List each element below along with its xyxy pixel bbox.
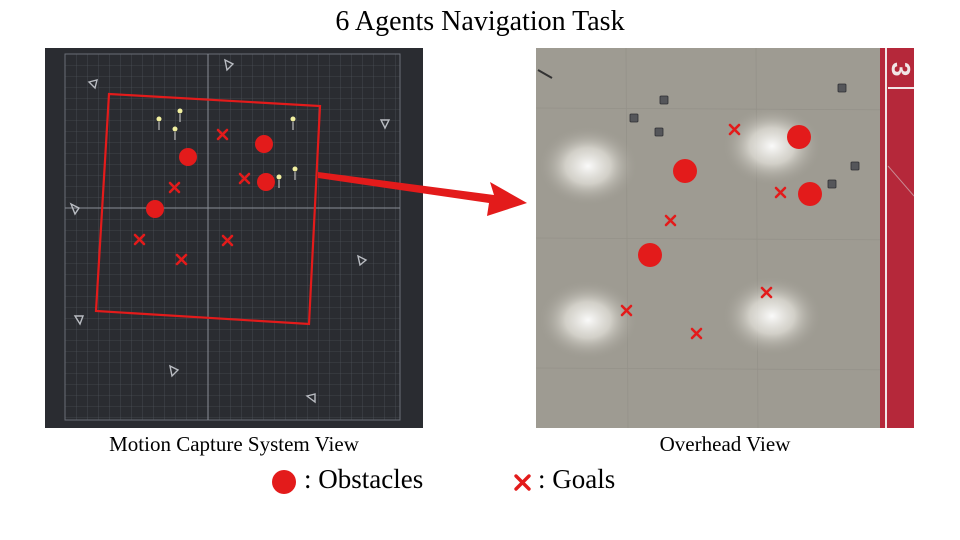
- agent-marker: [177, 108, 183, 122]
- light-reflection: [722, 106, 822, 186]
- goal-marker: [238, 172, 251, 185]
- goal-x-icon: [514, 473, 531, 491]
- legend-goals-label: : Goals: [538, 464, 616, 494]
- robot-agent: [827, 179, 837, 189]
- camera-icon: [73, 315, 85, 326]
- overhead-canvas: 3: [536, 48, 914, 428]
- agent-marker: [292, 166, 298, 180]
- light-reflection: [722, 276, 822, 356]
- goal-marker: [620, 304, 633, 317]
- agent-markers: [156, 108, 298, 188]
- goal-marker: [728, 123, 741, 136]
- legend-obstacles-label: : Obstacles: [304, 464, 424, 494]
- overhead-caption: Overhead View: [659, 432, 791, 456]
- obstacle-marker: [255, 135, 273, 153]
- light-reflection: [538, 126, 638, 206]
- robot-agent: [837, 83, 847, 93]
- floor-cable: [537, 69, 553, 79]
- obstacle-marker: [179, 148, 197, 166]
- camera-icon: [87, 79, 98, 90]
- obstacle-marker: [798, 182, 822, 206]
- tracking-area-outline: [94, 92, 322, 326]
- robot-agent: [850, 161, 860, 171]
- goal-marker: [664, 214, 677, 227]
- camera-icon: [169, 364, 180, 378]
- motion-capture-canvas: [64, 53, 401, 421]
- light-reflection: [538, 280, 638, 360]
- legend-obstacles: : Obstacles: [270, 464, 423, 495]
- robot-agent: [659, 95, 669, 105]
- agent-marker: [290, 116, 296, 130]
- agent-marker: [276, 174, 282, 188]
- goal-marker: [221, 234, 234, 247]
- goal-marker: [175, 253, 188, 266]
- figure-title: 6 Agents Navigation Task: [335, 6, 625, 37]
- camera-icon: [379, 119, 391, 130]
- goal-marker: [760, 286, 773, 299]
- goal-marker: [774, 186, 787, 199]
- obstacle-marker: [638, 243, 662, 267]
- overhead-view: 3: [536, 48, 914, 428]
- obstacle-marker: [257, 173, 275, 191]
- motion-capture-caption: Motion Capture System View: [109, 432, 359, 456]
- obstacle-icon: [272, 469, 296, 494]
- camera-icon: [356, 254, 368, 267]
- robot-agent: [629, 113, 639, 123]
- camera-icon: [69, 202, 81, 216]
- floor-number: 3: [886, 62, 914, 76]
- obstacle-marker: [673, 159, 697, 183]
- robot-agent: [654, 127, 664, 137]
- goal-marker: [168, 181, 181, 194]
- agent-marker: [172, 126, 178, 140]
- camera-icon: [224, 58, 235, 72]
- legend-goals: : Goals: [512, 464, 615, 495]
- agent-marker: [156, 116, 162, 130]
- motion-capture-view: [45, 48, 423, 428]
- goal-marker: [690, 327, 703, 340]
- camera-icon: [305, 393, 316, 404]
- goal-marker: [216, 128, 229, 141]
- obstacle-marker: [146, 200, 164, 218]
- goal-marker: [133, 233, 146, 246]
- obstacle-marker: [787, 125, 811, 149]
